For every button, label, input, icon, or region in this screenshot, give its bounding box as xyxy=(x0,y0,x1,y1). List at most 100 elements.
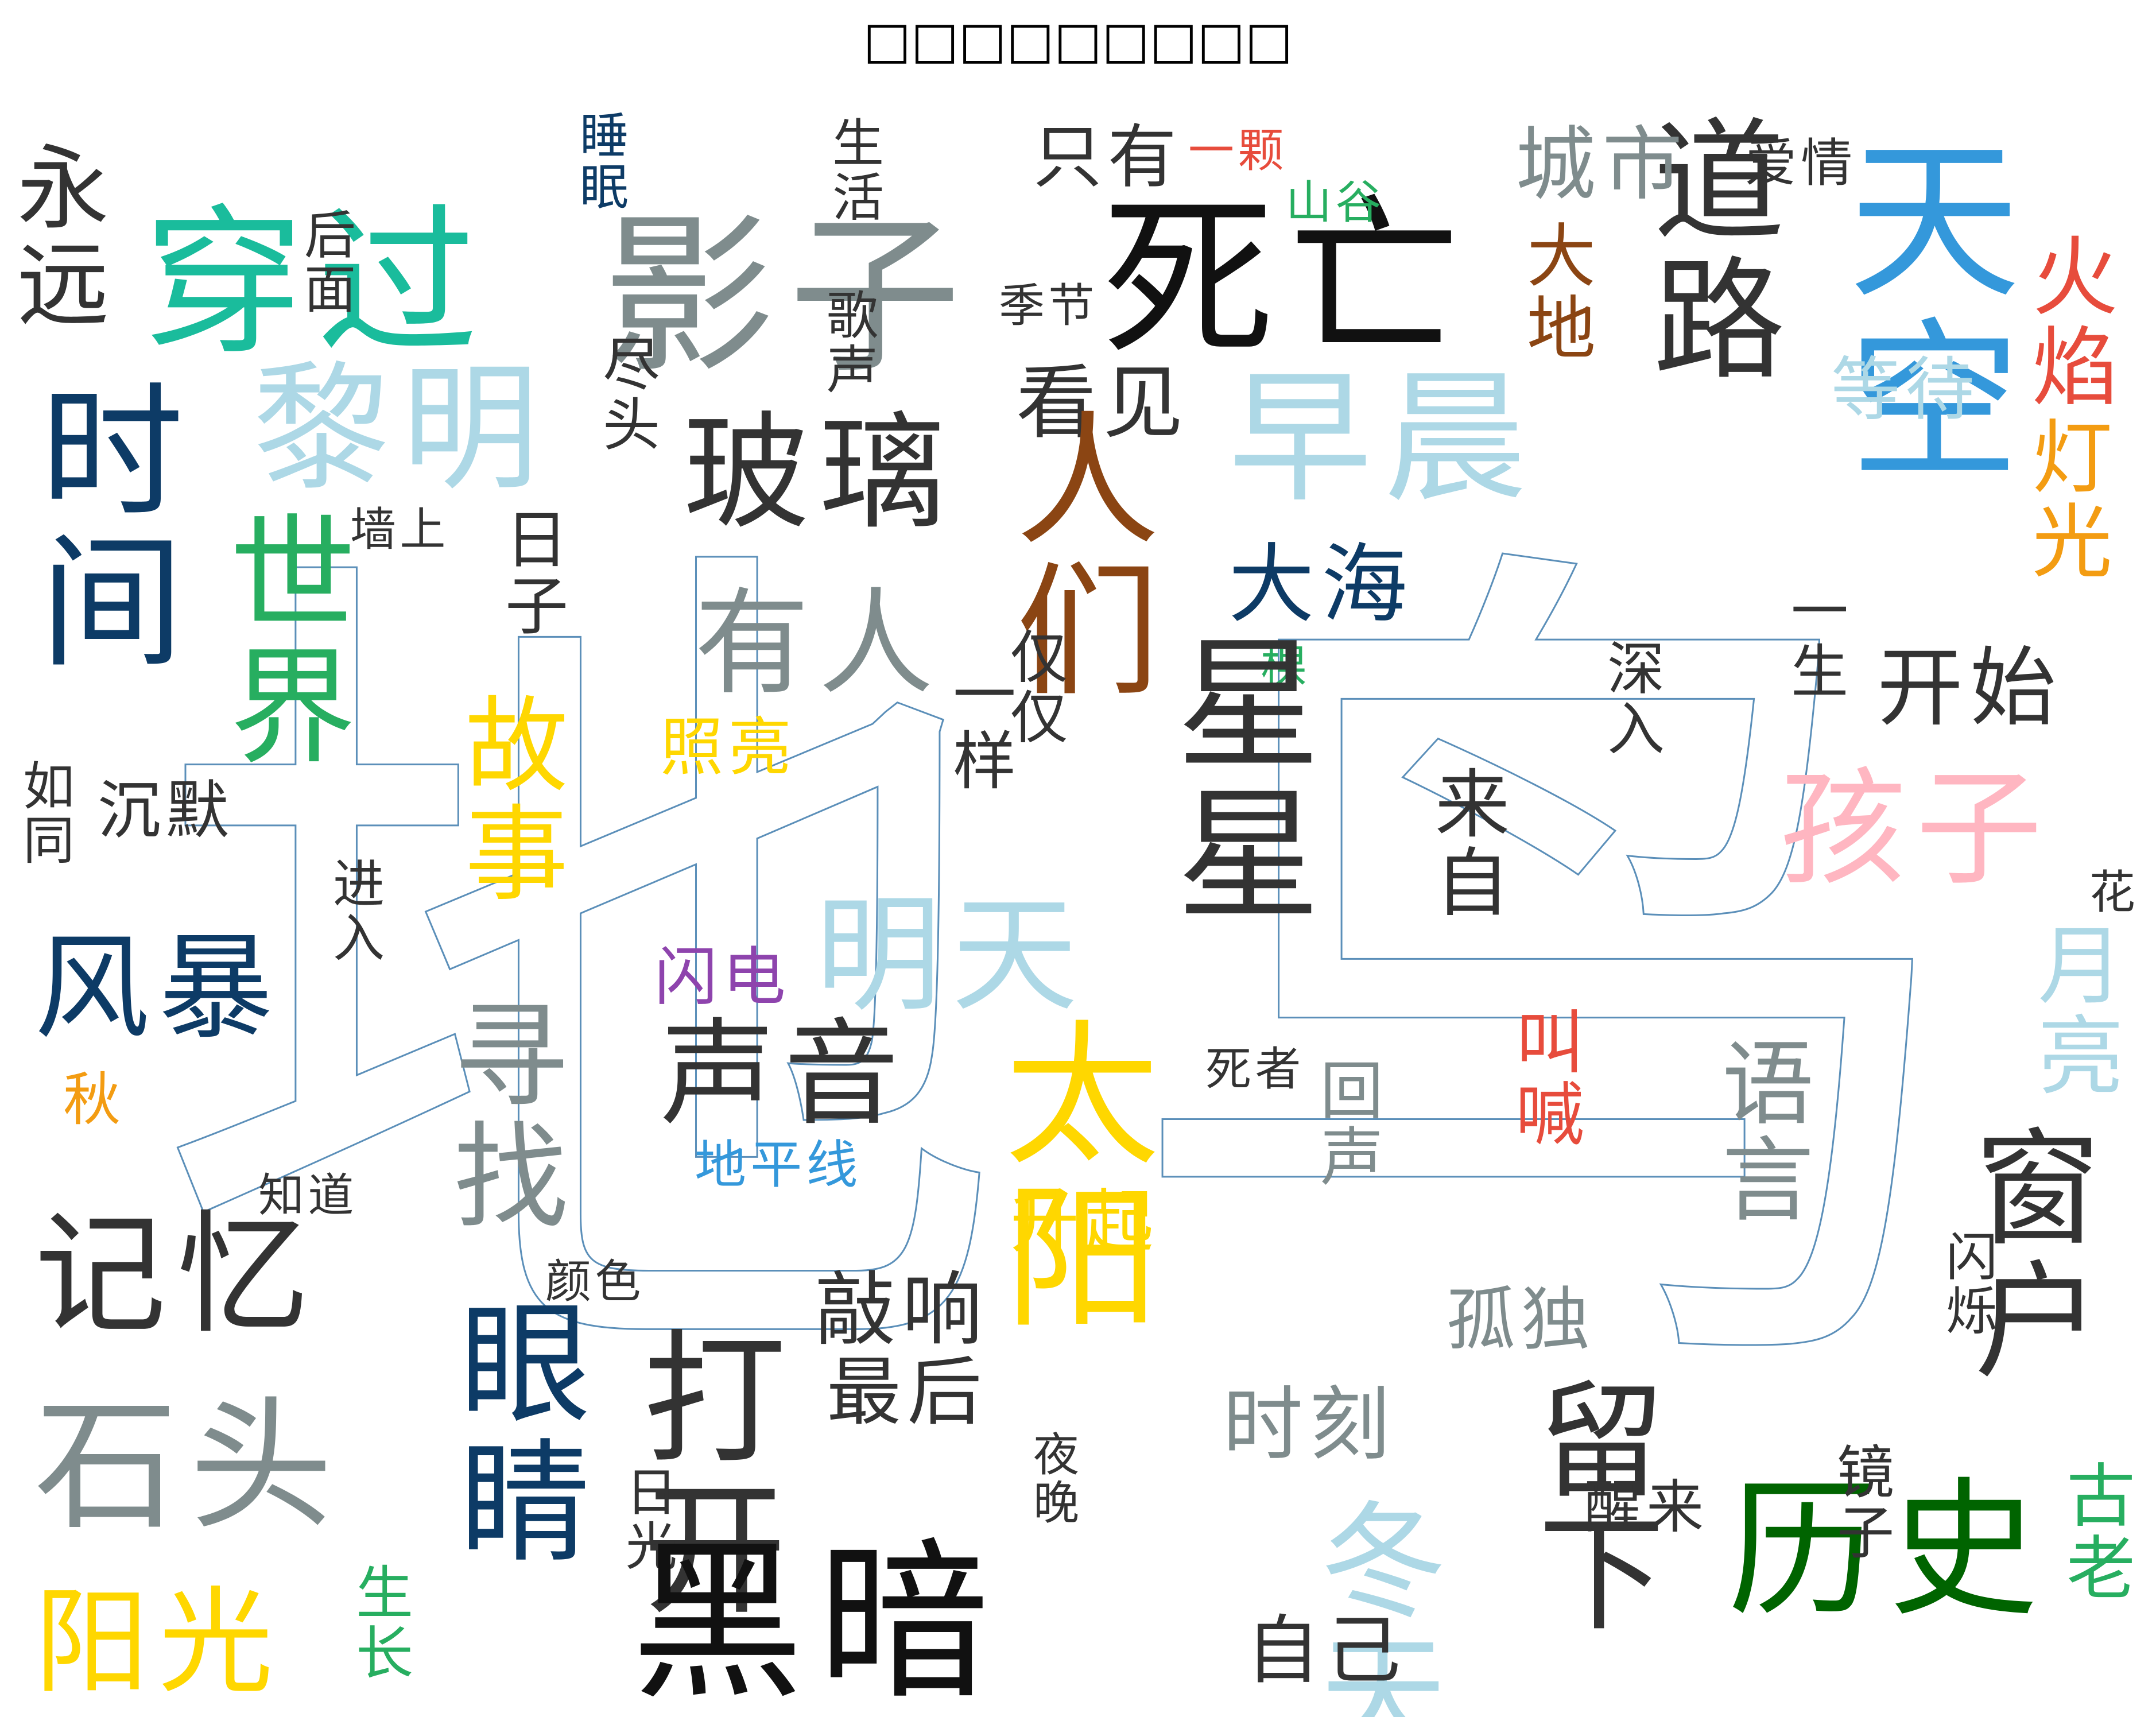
word-cloud-word: 日子 xyxy=(505,503,568,644)
word-char: 一 xyxy=(1791,578,1848,645)
word-cloud-word: 叫喊 xyxy=(1515,1003,1584,1156)
word-cloud-word: 一棵 xyxy=(1211,641,1310,694)
word-char: 寻 xyxy=(453,990,568,1124)
word-cloud-word: 一颗 xyxy=(1188,124,1288,177)
word-char: 闪 xyxy=(1946,1227,1998,1288)
word-cloud-word: 花 xyxy=(2089,866,2135,919)
word-cloud-word: 墙上 xyxy=(350,503,449,556)
word-char: 生 xyxy=(1791,638,1848,706)
word-cloud-word: 深入 xyxy=(1607,635,1665,763)
word-cloud-word: 永远 xyxy=(17,135,109,339)
word-cloud-word: 颜色 xyxy=(545,1255,645,1308)
word-char: 天 xyxy=(1320,1622,1447,1717)
word-cloud-word: 历史 xyxy=(1728,1464,2050,1637)
word-cloud-word: 玻璃 xyxy=(683,400,956,547)
word-char: 来 xyxy=(1435,761,1510,848)
word-char: 生 xyxy=(356,1560,413,1627)
page-title: □□□□□□□□□ xyxy=(863,10,1293,69)
word-cloud-word: 醒来 xyxy=(1584,1474,1708,1541)
word-cloud-word: 早晨 xyxy=(1228,355,1538,522)
word-char: 日 xyxy=(505,503,568,577)
word-cloud-word: 窗户 xyxy=(1975,1116,2101,1396)
word-char: 一 xyxy=(953,658,1016,732)
word-cloud-word: 城市 xyxy=(1515,118,1689,212)
background-characters: 地鸟 xyxy=(149,480,1981,1485)
word-char: 大 xyxy=(1527,217,1596,297)
word-cloud-word: 看见 xyxy=(1016,356,1189,450)
word-cloud-word: 寻找 xyxy=(453,990,568,1245)
word-char: 地 xyxy=(1527,289,1596,369)
word-char: 火 xyxy=(2032,228,2118,328)
word-char: 语 xyxy=(1722,1030,1814,1138)
word-char: 开 xyxy=(643,1467,786,1634)
word-cloud-word: 世界 xyxy=(230,502,356,781)
word-char: 故 xyxy=(465,687,568,807)
word-char: 长 xyxy=(356,1620,413,1687)
word-cloud-word: 夜晚 xyxy=(1033,1428,1079,1530)
word-char: 间 xyxy=(40,520,184,687)
word-char: 光 xyxy=(2032,496,2112,590)
word-cloud-word: 语言 xyxy=(1722,1030,1814,1234)
word-char: 下 xyxy=(1538,1501,1665,1648)
word-char: 活 xyxy=(832,168,884,228)
word-char: 面 xyxy=(304,260,356,320)
word-char: 留 xyxy=(1538,1369,1665,1516)
word-cloud-word: 打开 xyxy=(643,1316,786,1634)
word-cloud-word: 自己 xyxy=(1246,1607,1407,1694)
word-char: 睛 xyxy=(459,1428,591,1581)
word-char: 们 xyxy=(1016,549,1160,716)
word-char: 古 xyxy=(2066,1457,2135,1537)
word-cloud-word: 生长 xyxy=(356,1560,413,1687)
word-cloud-word: 风暴 xyxy=(34,921,282,1055)
word-cloud-word: 生活 xyxy=(832,114,884,228)
word-cloud-word: 古老 xyxy=(2066,1457,2135,1609)
word-char: 光 xyxy=(626,1517,677,1578)
word-cloud-word: 照亮 xyxy=(660,711,797,784)
word-cloud-word: 人们 xyxy=(1016,398,1160,716)
word-char: 人 xyxy=(1016,398,1160,565)
word-char: 户 xyxy=(1975,1249,2101,1396)
word-cloud-word: 敲响 xyxy=(815,1263,988,1357)
word-cloud-word: 黑暗 xyxy=(631,1522,1003,1717)
word-cloud-word: 沉默 xyxy=(98,774,234,847)
word-char: 星 xyxy=(1177,773,1320,940)
word-char: 空 xyxy=(1848,303,2021,503)
word-cloud-word: 秋 xyxy=(63,1066,125,1133)
word-cloud-word: 大地 xyxy=(1527,217,1596,369)
word-char: 打 xyxy=(643,1316,786,1483)
word-char: 远 xyxy=(17,231,109,339)
word-cloud-word: 仅仅 xyxy=(1010,624,1068,751)
word-cloud-word: 时间 xyxy=(40,369,184,687)
word-cloud-word: 等待 xyxy=(1831,350,1980,430)
word-cloud-word: 一样 xyxy=(953,658,1016,799)
word-cloud-word: 道路 xyxy=(1653,106,1785,398)
word-char: 路 xyxy=(1653,245,1785,398)
word-cloud-word: 来自 xyxy=(1435,761,1510,927)
word-cloud-word: 山谷 xyxy=(1286,176,1385,229)
word-cloud-word: 后面 xyxy=(304,206,356,320)
word-char: 头 xyxy=(603,392,660,459)
word-char: 永 xyxy=(17,135,109,242)
word-cloud-word: 眼睛 xyxy=(459,1289,591,1581)
word-cloud-word: 如同 xyxy=(23,757,75,871)
word-char: 样 xyxy=(953,725,1016,799)
word-cloud-word: 穿过 xyxy=(144,190,491,377)
word-cloud-word: 地平线 xyxy=(695,1135,862,1195)
word-cloud-word: 死者 xyxy=(1205,1042,1305,1096)
word-cloud-word: 镜子 xyxy=(1837,1439,1894,1567)
word-char: 窗 xyxy=(1975,1116,2101,1263)
word-char: 老 xyxy=(2066,1529,2135,1609)
word-cloud-word: 升起 xyxy=(1010,1183,1159,1262)
word-char: 眼 xyxy=(459,1289,591,1442)
word-char: 入 xyxy=(333,909,385,969)
word-char: 如 xyxy=(23,757,75,817)
word-cloud-word: 歌声 xyxy=(827,286,878,401)
background-char: 地 xyxy=(149,481,1010,1483)
word-char: 仅 xyxy=(1010,624,1068,691)
word-char: 进 xyxy=(333,854,385,914)
word-char: 事 xyxy=(465,795,568,915)
word-cloud-word: 火焰 xyxy=(2032,228,2118,418)
word-char: 夜 xyxy=(1033,1428,1079,1482)
